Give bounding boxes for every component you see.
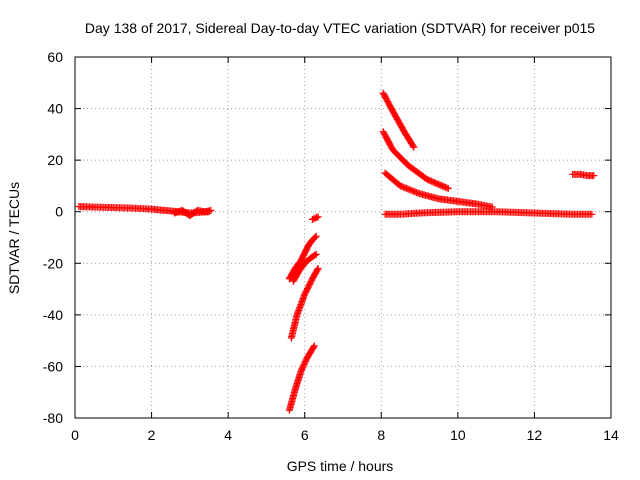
series-arc-11 [381,208,596,218]
data-point [444,185,452,193]
series-arc-7 [308,213,322,223]
data-point [410,143,418,151]
tick-layer: 0 2 4 6 8 10 12 14 -80 -60 -40 -20 0 20 40 60 [43,49,619,443]
data-point [312,250,320,258]
data-point [311,251,319,259]
plot-frame [74,56,612,419]
y-tick-label: -20 [43,255,63,271]
data-point [313,214,321,222]
x-tick-label: 8 [377,427,385,443]
series-arc-12 [569,170,598,180]
data-point [443,184,451,192]
data-point [310,342,318,350]
data-point [311,233,319,241]
data-point [409,142,417,150]
chart-title: Day 138 of 2017, Sidereal Day-to-day VTE… [85,20,595,36]
y-tick-label: -80 [43,410,63,426]
data-point [312,232,320,240]
data-point [314,264,322,272]
x-tick-label: 10 [450,427,466,443]
x-tick-label: 6 [301,427,309,443]
y-tick-label: -60 [43,358,63,374]
series-arc-2 [171,206,215,220]
y-tick-label: 0 [55,204,63,220]
data-layer [75,89,598,414]
x-tick-label: 2 [148,427,156,443]
series-arc-9 [379,128,452,193]
data-point [588,210,596,218]
series-arc-5 [287,264,322,342]
series-arc-4 [289,250,320,285]
data-point [590,172,598,180]
y-tick-label: 60 [47,49,63,65]
series-arc-10 [381,169,496,211]
data-point [488,203,496,211]
series-arc-8 [379,89,418,151]
x-tick-label: 12 [527,427,543,443]
x-tick-label: 4 [224,427,232,443]
grid-layer [75,57,611,418]
data-point [314,213,322,221]
y-tick-label: -40 [43,307,63,323]
x-axis-label: GPS time / hours [287,458,394,474]
y-tick-label: 20 [47,152,63,168]
data-point [310,343,318,351]
data-point [207,206,215,214]
x-tick-label: 14 [603,427,619,443]
y-axis-label: SDTVAR / TECUs [6,182,22,294]
series-arc-3 [285,232,320,283]
data-point [313,266,321,274]
x-tick-label: 0 [71,427,79,443]
y-tick-label: 40 [47,101,63,117]
series-arc-6 [285,342,318,414]
